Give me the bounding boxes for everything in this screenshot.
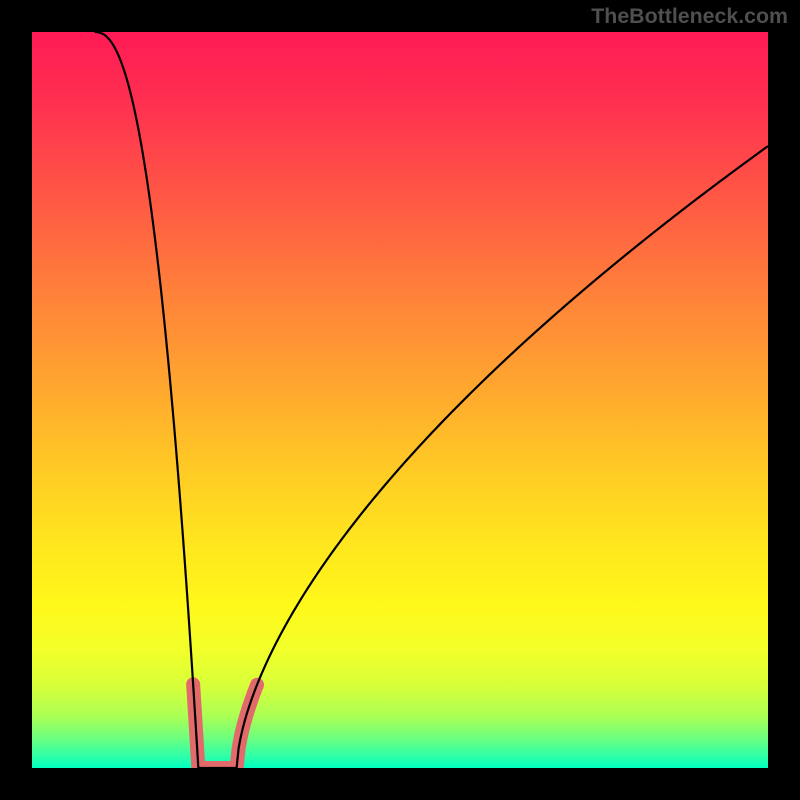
highlight-path <box>193 684 257 768</box>
watermark-text: TheBottleneck.com <box>591 4 788 29</box>
curve-overlay <box>32 32 768 768</box>
bottleneck-curve <box>95 32 768 768</box>
plot-area <box>32 32 768 768</box>
chart-canvas: TheBottleneck.com <box>0 0 800 800</box>
